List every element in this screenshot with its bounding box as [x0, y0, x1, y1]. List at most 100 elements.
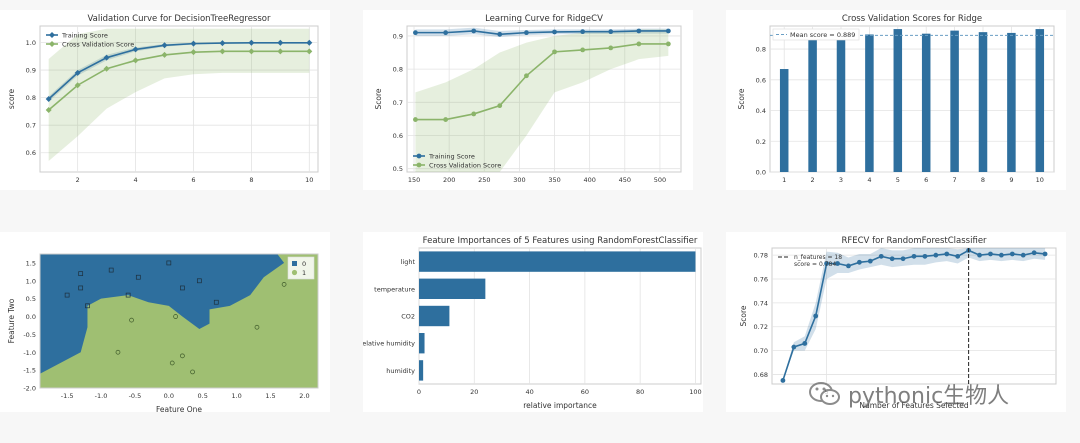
y-tick-label: 0.6 — [26, 149, 36, 157]
y-tick-label: light — [401, 258, 416, 266]
data-point — [306, 39, 313, 46]
bar — [779, 69, 789, 172]
data-point-class-1 — [173, 314, 178, 319]
data-point — [933, 252, 939, 258]
x-tick-label: 20 — [470, 388, 478, 396]
data-point — [1020, 252, 1026, 258]
data-point — [161, 51, 168, 58]
legend-marker — [49, 32, 55, 38]
data-point — [665, 41, 671, 47]
legend-box — [772, 28, 860, 41]
y-tick-label: 0.7 — [393, 99, 403, 107]
data-point — [471, 111, 477, 117]
x-tick-label: -0.5 — [129, 392, 142, 400]
data-point — [1009, 251, 1015, 257]
legend-marker — [49, 41, 55, 47]
data-point — [580, 29, 586, 35]
data-point — [524, 73, 529, 79]
panel-cv-scores: 0.0 0.2 0.4 0.6 0.8 1 2 3 4 5 6 7 8 9 10 Mean score = 0… — [726, 10, 1066, 190]
series-line — [48, 42, 310, 100]
y-tick-label: 0.70 — [754, 347, 768, 355]
data-point — [878, 253, 884, 259]
panel-rfecv: 0.680.700.720.740.760.785RFECV for Rando… — [726, 232, 1066, 412]
data-point-class-0 — [64, 292, 70, 298]
x-tick-label: 0.0 — [164, 392, 174, 400]
data-point — [277, 48, 284, 55]
legend-label: n_features = 18 — [794, 254, 842, 261]
legend-marker — [291, 269, 298, 276]
data-point — [132, 57, 139, 64]
x-tick-label: 400 — [583, 176, 595, 184]
x-tick-label: 150 — [408, 176, 420, 184]
data-point — [824, 261, 830, 266]
chart-title: Validation Curve for DecisionTreeRegress… — [88, 14, 271, 24]
data-point — [219, 48, 226, 55]
y-axis-label: score — [7, 89, 16, 110]
y-axis-label: Feature Two — [7, 298, 16, 343]
x-tick-label: 8 — [249, 176, 253, 184]
y-tick-label: relative humidity — [363, 340, 415, 348]
panel-feature-importances: 0 20 40 60 80 100 light temperature CO2 relative … — [363, 232, 703, 412]
data-point — [911, 253, 917, 259]
x-tick-label: 9 — [1009, 176, 1013, 184]
watermark-text: pythonic生物人 — [848, 384, 1010, 409]
data-point — [867, 258, 873, 264]
data-point-class-1 — [190, 369, 195, 375]
bar — [893, 29, 903, 172]
validation-curve-chart: 0.6 0.7 0.8 0.9 1.0 2 4 6 8 10 Validation Curve fo… — [7, 14, 319, 190]
plot-frame — [769, 25, 1055, 173]
data-point-class-0 — [166, 260, 172, 266]
x-tick-label: 4 — [133, 176, 137, 184]
data-point — [552, 49, 557, 55]
learning-curve-chart: 0.5 0.6 0.7 0.8 0.9 150 200 250 300 350 400 450 500 L… — [374, 14, 682, 190]
data-point — [471, 28, 477, 34]
data-point — [636, 41, 642, 47]
y-tick-label: 1.5 — [26, 259, 36, 267]
y-tick-label: 0.7 — [26, 122, 36, 130]
y-tick-label: humidity — [386, 367, 415, 375]
data-point — [608, 45, 614, 51]
y-tick-label: 0.0 — [26, 313, 36, 321]
x-tick-label: 6 — [924, 176, 928, 184]
y-tick-label: 0.4 — [756, 107, 766, 115]
data-point — [497, 31, 503, 37]
data-point — [443, 117, 449, 122]
confidence-band — [48, 28, 310, 161]
data-point-class-1 — [169, 360, 175, 366]
data-point — [190, 40, 197, 47]
data-point — [1042, 251, 1048, 257]
y-tick-label: 0.5 — [26, 295, 36, 303]
data-point — [944, 251, 950, 257]
x-tick-label: 2 — [811, 176, 815, 184]
bar — [808, 35, 817, 172]
y-tick-label: 0.74 — [754, 299, 768, 307]
data-point — [248, 48, 255, 55]
x-tick-label: 250 — [478, 176, 490, 184]
y-tick-label: 1.0 — [26, 39, 36, 47]
x-axis-label: Feature One — [156, 405, 202, 412]
data-point — [835, 261, 840, 266]
confidence-band — [415, 29, 669, 173]
x-tick-label: 1 — [782, 176, 786, 184]
cv-scores-chart: 0.0 0.2 0.4 0.6 0.8 1 2 3 4 5 6 7 8 9 10 Mean score = 0… — [737, 14, 1055, 190]
data-point — [1031, 250, 1037, 256]
series-line — [415, 30, 669, 36]
x-tick-label: 60 — [581, 388, 589, 396]
data-point — [580, 47, 586, 53]
x-axis-label: Number of Features Selected — [859, 401, 969, 410]
x-tick-label: 7 — [953, 176, 957, 184]
bar — [1035, 29, 1045, 172]
data-point — [955, 253, 961, 259]
x-axis-label: relative importance — [523, 401, 597, 410]
legend-marker — [292, 261, 297, 266]
x-tick-label: 2 — [76, 176, 80, 184]
y-tick-label: 0.72 — [754, 323, 768, 331]
data-point — [889, 256, 895, 262]
x-tick-label: 5 — [896, 176, 900, 184]
x-tick-label: 3 — [839, 176, 843, 184]
legend-label: Cross Validation Score — [429, 162, 501, 170]
bar — [419, 251, 696, 272]
y-tick-label: 0.78 — [754, 252, 768, 260]
data-point — [45, 96, 52, 102]
data-point-class-1 — [281, 282, 287, 287]
